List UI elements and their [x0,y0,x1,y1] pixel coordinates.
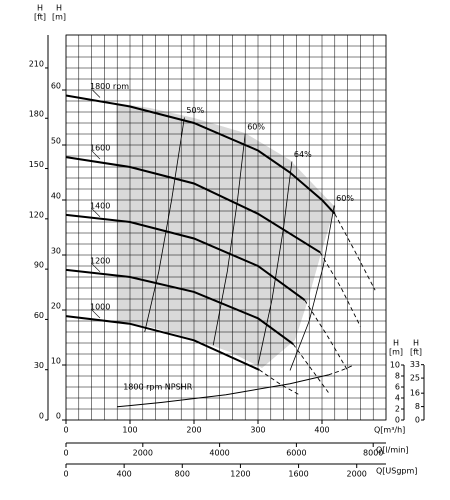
axis-tick-label: 2 [395,405,400,414]
curve-head [65,315,260,371]
axis-unit: [ft] [410,348,422,357]
curve-dash [334,213,376,291]
axis-tick-label: 0 [415,416,420,425]
axis-tick-label: 8 [395,372,400,381]
curve-head [65,94,336,215]
axis-tick-label: 1600 [288,470,308,479]
y-tick-label: 0 [56,412,61,421]
y-tick-label: 30 [51,247,61,256]
curve-label: 1400 [90,201,110,210]
curve-dash [292,343,329,393]
label-leader [91,263,101,273]
y-tick-label: 60 [51,82,61,91]
label-leader [91,309,101,319]
curve-eff [212,133,246,346]
axis-unit: [m] [389,348,403,357]
curve-eff [144,117,185,333]
axis-tick-label: 210 [29,59,44,68]
efficiency-label: 64% [294,150,312,159]
axis-tick-label: 10 [390,361,400,370]
efficiency-label: 50% [186,106,204,115]
axis-tick-label: 0 [63,470,68,479]
y-tick-label: 10 [51,357,61,366]
curve-dash [259,369,301,396]
curve-head [65,268,294,345]
x-tick-label: 100 [122,426,137,435]
label-leader [91,150,101,160]
curve-eff [289,205,335,371]
curve-dash [319,252,361,327]
axis-tick-label: 800 [175,470,190,479]
axis-tick-label: 8000 [363,449,383,458]
label-leader [91,89,101,98]
axis-tick-label: 4 [395,394,400,403]
plot-frame [65,34,387,421]
axis-tick-label: 6000 [286,449,306,458]
axis-tick-label: 0 [39,412,44,421]
axis-title: H [393,339,399,348]
axis-unit: [ft] [34,13,46,22]
axis-tick-label: 33 [410,360,420,369]
axis-tick-label: 180 [29,110,44,119]
curve-eff [257,161,293,366]
y-tick-label: 20 [51,302,61,311]
curve-dash [304,299,348,371]
curve-head [65,213,306,301]
y-axis-title: H [56,4,62,13]
x-axis-title: Q[m³/h] [374,426,405,435]
y-tick-label: 40 [51,192,61,201]
axis-tick-label: 150 [29,160,44,169]
curve-npsh [117,374,329,408]
axis-title: Q[USgpm] [376,467,417,476]
x-tick-label: 400 [314,426,329,435]
axis-tick-label: 2000 [133,449,153,458]
x-tick-label: 200 [186,426,201,435]
curve-label: 1800 rpm [90,82,129,91]
axis-tick-label: 30 [34,361,44,370]
axis-title: Q[l/min] [376,446,409,455]
curve-head [65,156,321,254]
curve-dash [328,364,355,376]
curve-label: 1600 [90,144,110,153]
x-tick-label: 0 [63,426,68,435]
axis-tick-label: 0 [63,449,68,458]
axis-tick-label: 4000 [209,449,229,458]
axis-tick-label: 60 [34,311,44,320]
curve-label: 1000 [90,303,110,312]
axis-tick-label: 120 [29,210,44,219]
label-leader [91,208,101,218]
axis-tick-label: 16 [410,389,420,398]
axis-tick-label: 0 [395,416,400,425]
axis-tick-label: 25 [410,374,420,383]
axis-tick-label: 90 [34,261,44,270]
operating-region [116,103,335,368]
axis-tick-label: 8 [415,402,420,411]
axis-title: H [413,339,419,348]
efficiency-label: 60% [336,194,354,203]
efficiency-label: 60% [247,123,265,132]
axis-title: H [37,4,43,13]
y-tick-label: 50 [51,137,61,146]
axis-tick-label: 6 [395,383,400,392]
axis-tick-label: 1200 [230,470,250,479]
axis-tick-label: 400 [117,470,132,479]
y-axis-unit: [m] [52,13,66,22]
x-tick-label: 300 [250,426,265,435]
axis-tick-label: 2000 [347,470,367,479]
curve-label: 1200 [90,256,110,265]
curve-label: 1800 rpm NPSHR [123,382,193,391]
